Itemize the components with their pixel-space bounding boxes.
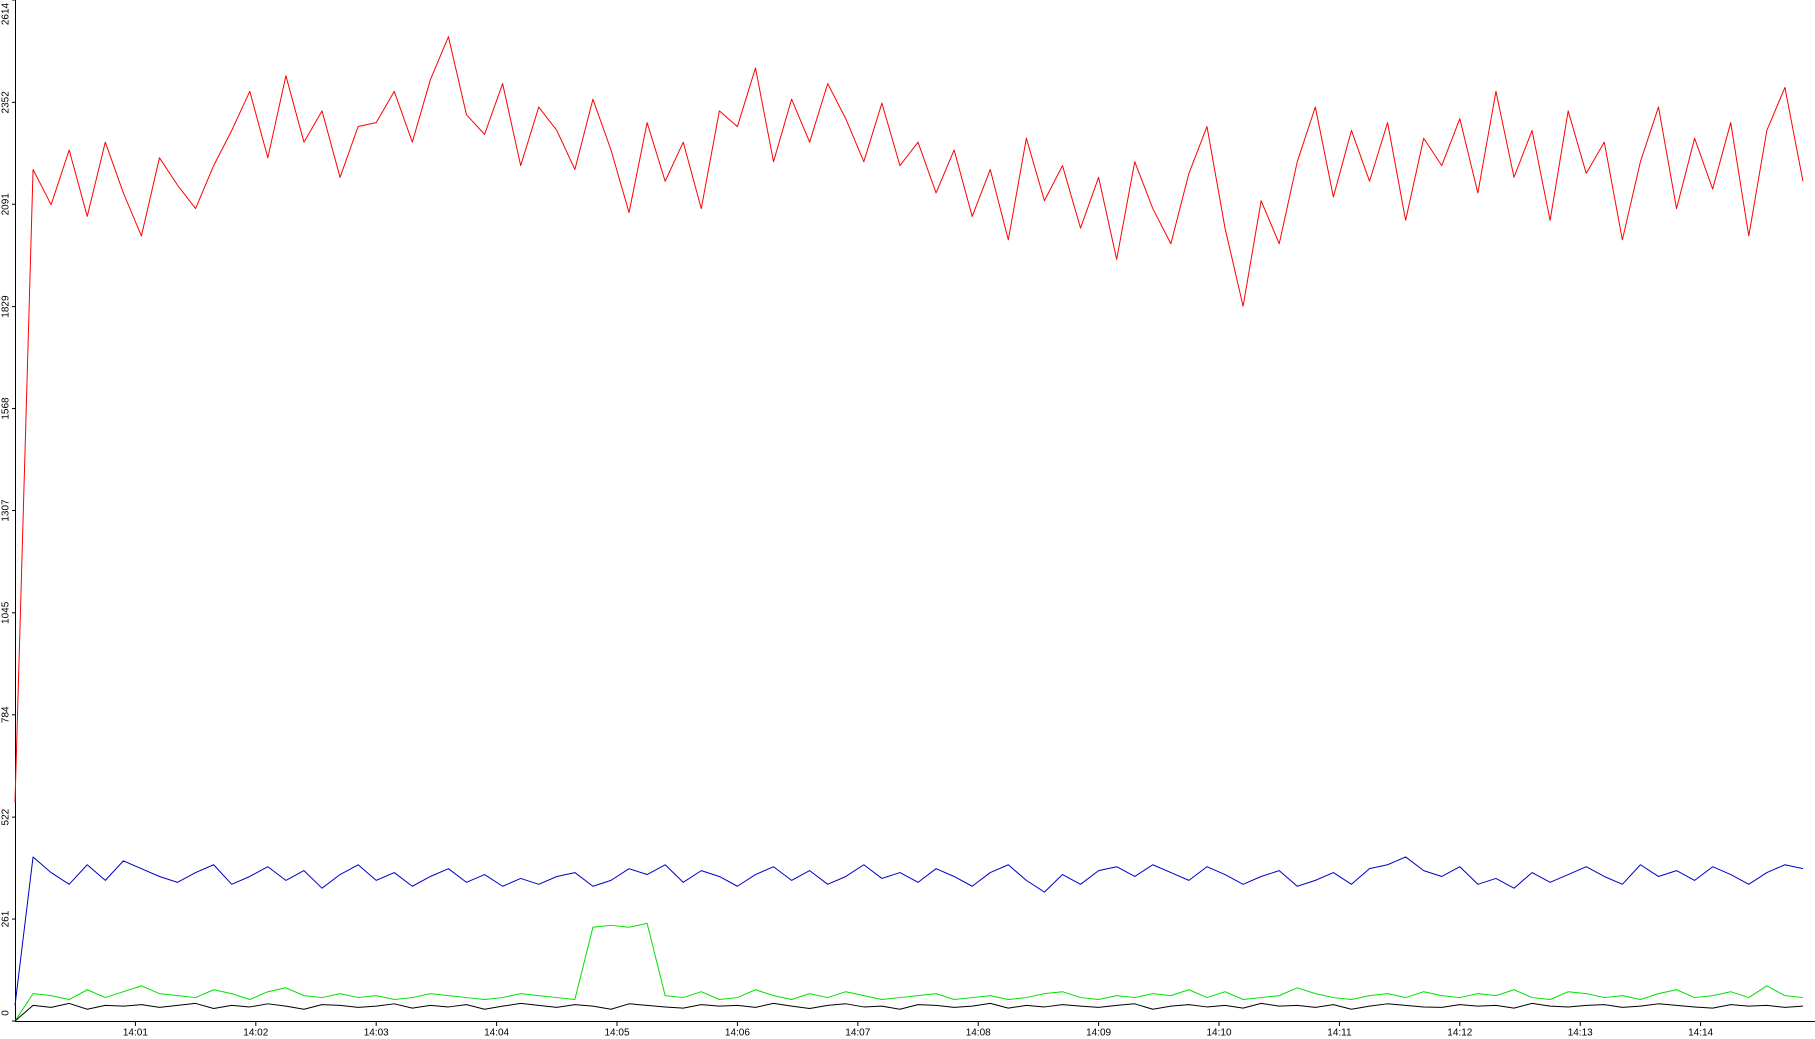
y-tick-label: 1568 bbox=[1, 397, 12, 420]
x-tick-label: 14:07 bbox=[845, 1028, 870, 1039]
y-tick-label: 2352 bbox=[1, 91, 12, 114]
x-tick-label: 14:05 bbox=[604, 1028, 629, 1039]
x-tick-label: 14:03 bbox=[364, 1028, 389, 1039]
series-line bbox=[14, 922, 1804, 1022]
x-tick-label: 14:01 bbox=[123, 1028, 148, 1039]
y-tick-label: 2091 bbox=[1, 193, 12, 216]
x-tick-label: 14:04 bbox=[484, 1028, 509, 1039]
x-tick-label: 14:14 bbox=[1688, 1028, 1713, 1039]
y-tick-label: 261 bbox=[1, 910, 12, 927]
x-tick-label: 14:11 bbox=[1327, 1028, 1352, 1039]
x-tick-label: 14:06 bbox=[725, 1028, 750, 1039]
x-tick-label: 14:02 bbox=[243, 1028, 268, 1039]
y-tick-label: 2614 bbox=[1, 2, 12, 25]
y-tick-label: 1045 bbox=[1, 601, 12, 624]
series-line bbox=[14, 36, 1804, 803]
y-tick-label: 784 bbox=[1, 706, 12, 723]
y-tick-label: 1307 bbox=[1, 499, 12, 522]
x-tick-label: 14:08 bbox=[966, 1028, 991, 1039]
series-line bbox=[14, 856, 1804, 1006]
x-tick-label: 14:13 bbox=[1568, 1028, 1593, 1039]
y-tick-label: 522 bbox=[1, 808, 12, 825]
y-tick-label: 1829 bbox=[1, 295, 12, 318]
y-tick-label: 0 bbox=[1, 1010, 12, 1016]
x-tick-label: 14:12 bbox=[1447, 1028, 1472, 1039]
series-line bbox=[14, 1002, 1803, 1022]
x-tick-label: 14:09 bbox=[1086, 1028, 1111, 1039]
x-tick-label: 14:10 bbox=[1206, 1028, 1231, 1039]
